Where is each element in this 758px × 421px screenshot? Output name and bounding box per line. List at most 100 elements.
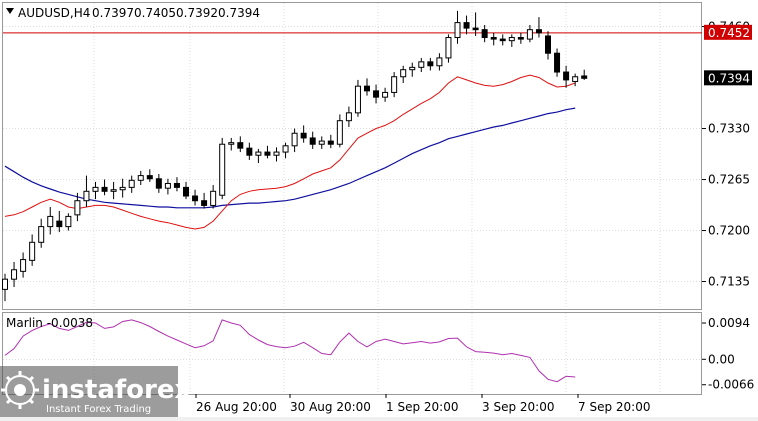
candle	[454, 10, 461, 44]
candle-body-up	[391, 76, 398, 93]
candle	[463, 15, 470, 35]
candle-body-up	[291, 132, 298, 147]
candle-body-down	[364, 85, 370, 92]
current-price-box	[704, 70, 752, 86]
candle	[282, 142, 289, 159]
candle-body-up	[219, 143, 226, 196]
candle-body-down	[201, 200, 208, 206]
price-axis: 0.74600.73300.72650.72000.71350.74520.73…	[702, 20, 752, 289]
candle-body-down	[463, 22, 470, 29]
candle	[309, 131, 316, 149]
candle-body-down	[237, 142, 244, 149]
candle-body-up	[74, 200, 81, 216]
candle	[38, 218, 45, 248]
candle	[581, 69, 588, 80]
indicator-tick-label: 0.00	[708, 352, 735, 366]
candle-body-up	[210, 190, 217, 206]
logo-name: instaforex	[42, 375, 192, 405]
candle	[146, 169, 153, 182]
candle	[391, 72, 398, 98]
candle-body-down	[535, 29, 542, 34]
candle-body-down	[155, 178, 162, 189]
candle	[164, 178, 171, 195]
candle-body-down	[563, 71, 570, 81]
time-axis: 26 Aug 20:00 30 Aug 20:00 1 Sep 20:00 3 Sep…	[195, 394, 650, 414]
candle-body-up	[255, 151, 262, 156]
time-tick-label: 30 Aug 20:00	[290, 400, 371, 414]
candle-body-down	[309, 137, 316, 145]
current-price-label: 0.7394	[708, 71, 750, 85]
candle	[345, 106, 352, 127]
ohlc-close: 0.7394	[218, 6, 260, 20]
candle-body-up	[110, 189, 117, 192]
candle-body-up	[400, 69, 407, 78]
candle-body-up	[436, 57, 443, 67]
candle-body-down	[499, 38, 506, 42]
price-tick-label: 0.7265	[708, 173, 750, 187]
candle	[535, 17, 542, 38]
indicator-name-label: Marlin -0.0038	[6, 316, 93, 330]
candles	[2, 10, 588, 302]
candle	[219, 137, 226, 200]
candle	[400, 65, 407, 84]
candle-body-up	[508, 37, 515, 42]
logo-backdrop	[0, 366, 178, 417]
candle-body-down	[327, 140, 334, 145]
candle	[327, 134, 334, 149]
candle-body-up	[336, 120, 343, 145]
candle-body-down	[246, 147, 253, 156]
candle-body-up	[454, 22, 461, 39]
candle-body-down	[490, 37, 497, 40]
ohlc-high: 0.7405	[134, 6, 176, 20]
time-tick-label: 1 Sep 20:00	[386, 400, 458, 414]
candle	[201, 192, 208, 209]
time-tick-label: 7 Sep 20:00	[578, 400, 650, 414]
candle-body-down	[373, 90, 380, 98]
candle	[155, 174, 162, 193]
indicator-tick-label: 0.0094	[708, 316, 750, 330]
candle	[418, 57, 425, 73]
candle-body-up	[409, 66, 416, 71]
candle-body-up	[47, 215, 54, 228]
candle-body-down	[481, 29, 488, 39]
candle	[318, 136, 325, 149]
candle-body-up	[382, 91, 389, 98]
candle-body-up	[526, 29, 533, 40]
candle	[65, 213, 72, 231]
candle	[101, 179, 108, 196]
candle-body-up	[445, 37, 452, 59]
candle	[336, 114, 343, 148]
candle-body-up	[20, 259, 27, 272]
candle	[508, 34, 515, 47]
logo-tagline: Instant Forex Trading	[46, 404, 151, 415]
price-tick-label: 0.7330	[708, 122, 750, 136]
candle	[373, 84, 380, 104]
candle	[119, 178, 126, 198]
candle	[173, 177, 180, 192]
candle-body-up	[137, 175, 144, 181]
candle	[382, 87, 389, 102]
instaforex-logo-icon	[1, 371, 39, 409]
candle-body-down	[264, 151, 271, 156]
candle-body-up	[345, 112, 352, 122]
candle	[2, 273, 8, 302]
candle-body-up	[65, 215, 72, 228]
time-tick-label: 3 Sep 20:00	[482, 400, 554, 414]
candle-body-up	[228, 142, 235, 145]
ohlc-open: 0.7397	[92, 6, 134, 20]
candle	[572, 73, 579, 87]
candle-body-up	[11, 269, 18, 280]
candle	[110, 181, 117, 200]
candle-body-down	[581, 75, 588, 79]
candle-body-down	[472, 27, 479, 31]
symbol-header: AUDUSD,H4 0.7397 0.7405 0.7392 0.7394	[6, 6, 260, 20]
candle	[210, 185, 217, 209]
time-tick-label: 26 Aug 20:00	[196, 400, 277, 414]
candle-body-up	[29, 241, 36, 261]
grid-lines	[3, 3, 702, 394]
candle-body-down	[173, 182, 180, 188]
candle-body-up	[354, 85, 361, 114]
price-tick-label: 0.7135	[708, 275, 750, 289]
